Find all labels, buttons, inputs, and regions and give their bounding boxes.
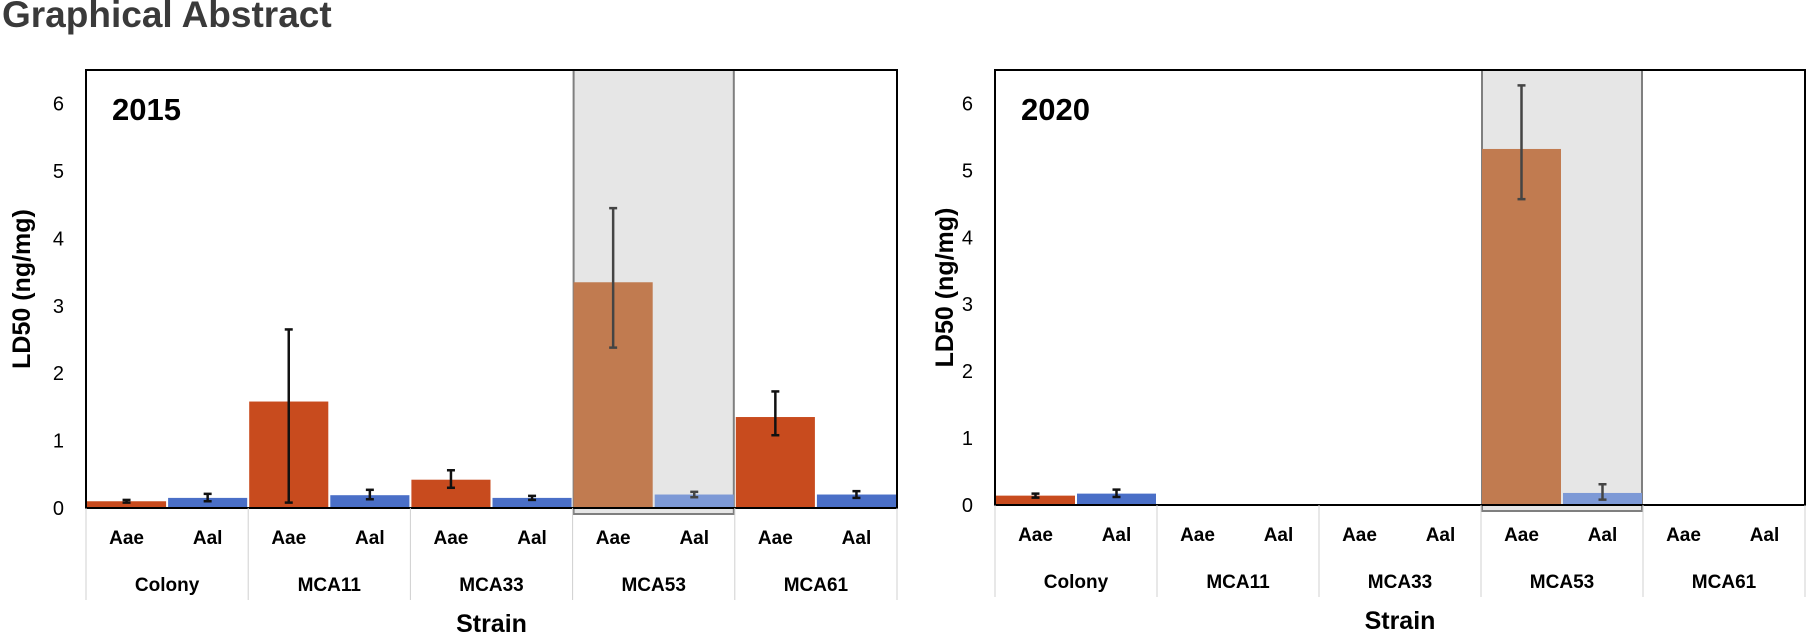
species-label: Aal (1588, 525, 1618, 546)
bar-aal-colony (168, 497, 248, 508)
y-axis-title: LD50 (ng/mg) (8, 209, 36, 369)
y-tick-label: 5 (962, 160, 973, 182)
y-tick-label: 0 (962, 495, 973, 517)
error-bar-aal-mca11 (365, 488, 374, 501)
y-tick-label: 6 (962, 93, 973, 115)
bar-aal-mca33 (492, 497, 572, 508)
bar-aal-mca61 (816, 494, 896, 508)
bar-aal-mca53 (654, 494, 734, 508)
strain-label: MCA33 (459, 575, 523, 596)
species-label: Aae (1504, 525, 1539, 546)
species-label: Aae (758, 528, 793, 549)
error-bar-aal-mca61 (852, 489, 861, 500)
strain-label: MCA61 (784, 575, 849, 596)
x-axis-grid (994, 505, 1806, 597)
chart-2015: 0 1 2 3 4 5 6 Aae Aal Colony Aae Aal MCA11 Aae Aal MCA3… (8, 69, 898, 638)
chart-2020: 0 1 2 3 4 5 6 Aae Aal Colony Aae Aal MCA11 Aae Aal MCA3… (931, 69, 1806, 635)
strain-label: MCA11 (298, 575, 362, 596)
strain-label: MCA53 (1530, 572, 1594, 593)
species-label: Aae (1018, 525, 1053, 546)
strain-label: MCA33 (1368, 572, 1432, 593)
bar-aae-colony (996, 495, 1075, 505)
species-label: Aal (1264, 525, 1294, 546)
x-axis-title: Strain (456, 610, 527, 638)
species-label: Aae (596, 528, 631, 549)
y-tick-label: 1 (962, 428, 973, 450)
strain-label: MCA53 (621, 575, 685, 596)
y-tick-label: 2 (53, 363, 64, 385)
error-bar-aae-mca53 (609, 206, 618, 349)
strain-label: Colony (135, 575, 200, 596)
bar-aae-colony (87, 501, 167, 508)
species-label: Aal (842, 528, 872, 549)
species-label: Aal (679, 528, 709, 549)
species-label: Aae (434, 528, 469, 549)
species-label: Aal (1102, 525, 1132, 546)
species-label: Aal (355, 528, 385, 549)
error-bar-aal-mca53 (1598, 483, 1607, 501)
species-label: Aae (109, 528, 144, 549)
y-tick-label: 4 (53, 228, 64, 250)
strain-label: MCA61 (1692, 572, 1757, 593)
x-axis-title: Strain (1365, 607, 1436, 635)
error-bar-aae-mca33 (446, 469, 455, 490)
bar-aal-mca11 (330, 495, 410, 508)
error-bar-aae-mca61 (771, 390, 780, 437)
y-tick-label: 6 (53, 94, 64, 116)
strain-label: Colony (1044, 572, 1109, 593)
error-bar-aal-mca53 (690, 490, 699, 499)
strain-label: MCA11 (1206, 572, 1270, 593)
y-tick-label: 3 (962, 294, 973, 316)
species-label: Aal (517, 528, 547, 549)
species-label: Aae (271, 528, 306, 549)
y-tick-label: 2 (962, 361, 973, 383)
error-bar-aae-mca11 (284, 328, 293, 504)
species-label: Aal (1750, 525, 1780, 546)
species-label: Aal (193, 528, 223, 549)
bar-aae-mca53 (1482, 148, 1561, 505)
species-label: Aae (1342, 525, 1377, 546)
bar-aal-colony (1077, 493, 1156, 505)
species-label: Aae (1666, 525, 1701, 546)
plot-frame (994, 69, 1806, 506)
y-tick-label: 5 (53, 161, 64, 183)
chart-title: 2020 (1021, 92, 1090, 127)
error-bar-aal-colony (203, 492, 212, 503)
y-tick-label: 0 (53, 498, 64, 520)
species-label: Aae (1180, 525, 1215, 546)
error-bar-aal-mca33 (528, 494, 537, 502)
chart-title: 2015 (112, 92, 181, 127)
page-title: Graphical Abstract (2, 0, 332, 35)
error-bar-aae-mca53 (1517, 84, 1526, 201)
plot-frame (85, 69, 898, 509)
y-axis-title: LD50 (ng/mg) (931, 208, 959, 368)
error-bar-aae-colony (122, 498, 131, 504)
error-bar-aae-colony (1031, 492, 1040, 499)
species-label: Aal (1426, 525, 1456, 546)
y-tick-label: 3 (53, 296, 64, 318)
y-tick-label: 1 (53, 431, 64, 453)
y-tick-label: 4 (962, 227, 973, 249)
error-bar-aal-colony (1112, 488, 1121, 499)
x-axis-grid (85, 508, 898, 600)
